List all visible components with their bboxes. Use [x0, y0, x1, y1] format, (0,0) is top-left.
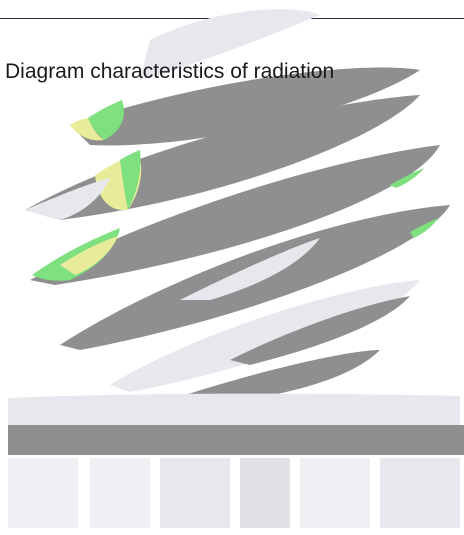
blade-3-green	[32, 228, 120, 281]
blade-top-faint	[140, 9, 320, 80]
diagram-title: Diagram characteristics of radiation	[5, 60, 335, 83]
blade-1	[70, 67, 420, 146]
bottom-band-gray	[8, 425, 464, 455]
blade-4-green-tip	[410, 218, 438, 238]
bottom-block	[8, 458, 78, 528]
bottom-block	[240, 458, 290, 528]
blade-4-light	[180, 238, 320, 300]
bottom-block	[90, 458, 150, 528]
blade-5	[110, 280, 420, 392]
blade-2-light	[25, 178, 110, 220]
blade-3-green-tip	[390, 168, 424, 188]
bottom-block	[380, 458, 460, 528]
blade-2-green	[120, 150, 141, 210]
blade-6	[170, 350, 380, 405]
blade-1-green	[88, 100, 124, 140]
bottom-block	[300, 458, 370, 528]
blade-3-yellow	[60, 236, 118, 275]
bottom-block	[160, 458, 230, 528]
bottom-band-light	[8, 393, 460, 425]
blade-1-yellow	[70, 118, 104, 141]
blade-5-gray	[230, 296, 410, 365]
blade-3	[30, 145, 440, 285]
